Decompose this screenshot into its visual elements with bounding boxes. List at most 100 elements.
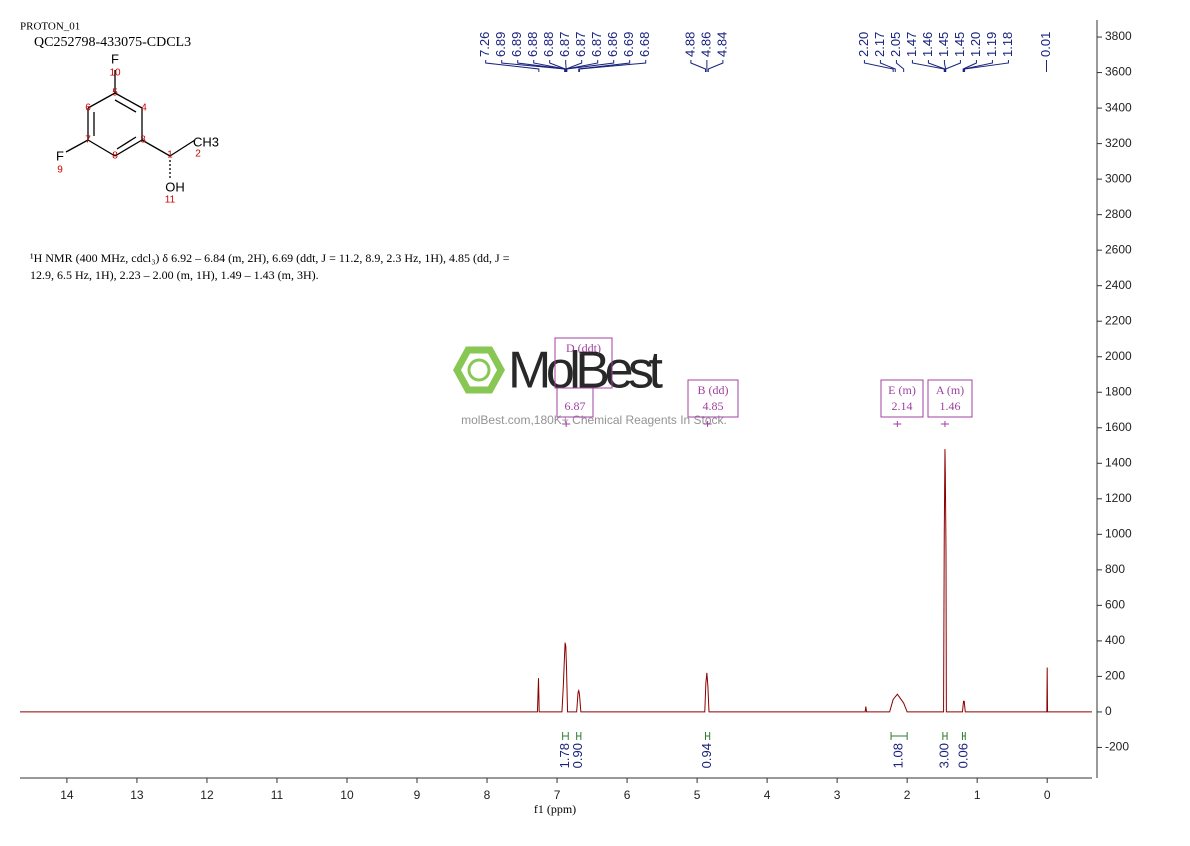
x-tick-label: 13: [130, 788, 144, 802]
peak-label: 1.45: [952, 32, 967, 57]
atom-number: 3: [140, 135, 146, 146]
integral-bracket: [943, 732, 947, 740]
atom-number: 5: [112, 88, 118, 99]
multiplet-text: A (m): [936, 383, 964, 397]
atom: F: [111, 51, 119, 66]
peak-label: 6.87: [557, 32, 572, 57]
y-tick-label: 1200: [1105, 491, 1132, 505]
integral-bracket: [563, 732, 569, 740]
y-tick-label: -200: [1105, 740, 1129, 754]
peak-label: 6.89: [493, 32, 508, 57]
y-tick-label: 2800: [1105, 207, 1132, 221]
x-tick-label: 11: [271, 788, 284, 802]
x-tick-label: 1: [974, 788, 981, 802]
y-tick-label: 1000: [1105, 527, 1132, 541]
x-tick-label: 12: [200, 788, 214, 802]
peak-label: 6.69: [621, 32, 636, 57]
peak-label: 6.89: [509, 32, 524, 57]
y-tick-label: 600: [1105, 598, 1125, 612]
peak-label: 1.46: [920, 32, 935, 57]
peak-label: 6.87: [589, 32, 604, 57]
multiplet-text: E (m): [888, 383, 916, 397]
integral-label: 3.00: [936, 743, 951, 768]
multiplet-marker: [941, 421, 949, 427]
y-tick-label: 200: [1105, 669, 1125, 683]
multiplet-text: B (dd): [698, 383, 729, 397]
integral-bracket: [705, 732, 709, 740]
x-tick-label: 7: [554, 788, 561, 802]
nmr-description: ¹H NMR (400 MHz, cdcl₃) δ 6.92 – 6.84 (m…: [30, 251, 510, 265]
x-tick-label: 4: [764, 788, 771, 802]
structure: [66, 70, 195, 180]
x-axis-label: f1 (ppm): [534, 802, 576, 816]
peak-connector: [963, 60, 976, 72]
y-tick-label: 1800: [1105, 384, 1132, 398]
peak-label: 4.88: [682, 32, 697, 57]
peak-label: 6.86: [605, 32, 620, 57]
y-tick-label: 2200: [1105, 313, 1132, 327]
sample-name: QC252798-433075-CDCL3: [34, 35, 191, 50]
peak-connector: [946, 60, 961, 72]
x-tick-label: 6: [624, 788, 631, 802]
atom: OH: [165, 179, 185, 194]
atom-number: 4: [141, 103, 147, 114]
peak-label: 6.88: [525, 32, 540, 57]
peak-label: 1.19: [984, 32, 999, 57]
integral-label: 0.90: [570, 743, 585, 768]
multiplet-text: D (ddt): [566, 341, 601, 355]
x-tick-label: 14: [60, 788, 74, 802]
peak-label: 1.18: [1000, 32, 1015, 57]
peak-label: 6.68: [637, 32, 652, 57]
multiplet-marker: [893, 421, 901, 427]
atom-number: 10: [109, 68, 121, 79]
peak-label: 2.20: [856, 32, 871, 57]
peak-label: 4.86: [698, 32, 713, 57]
x-tick-label: 10: [340, 788, 354, 802]
atom-number: 9: [57, 165, 63, 176]
atom: F: [56, 148, 64, 163]
peak-label: 0.01: [1038, 32, 1053, 57]
atom-number: 2: [195, 149, 201, 160]
y-tick-label: 2000: [1105, 349, 1132, 363]
integral-label: 1.08: [891, 743, 906, 768]
peak-label: 6.87: [573, 32, 588, 57]
x-tick-label: 9: [414, 788, 421, 802]
atom-number: 1: [167, 150, 173, 161]
x-tick-label: 0: [1044, 788, 1051, 802]
y-tick-label: 3000: [1105, 171, 1132, 185]
x-tick-label: 2: [904, 788, 911, 802]
watermark-tagline: molBest.com,180K+ Chemical Reagents In S…: [461, 413, 727, 427]
peak-label: 4.84: [714, 32, 729, 57]
atom-number: 8: [112, 151, 118, 162]
integral-label: 0.06: [955, 743, 970, 768]
integral-bracket: [962, 732, 965, 740]
atom-number: 7: [85, 135, 91, 146]
y-tick-label: 3800: [1105, 29, 1132, 43]
multiplet-text: 4.85: [703, 399, 724, 413]
integral-bracket: [891, 732, 907, 740]
y-tick-label: 1400: [1105, 455, 1132, 469]
y-tick-label: 1600: [1105, 420, 1132, 434]
integral-bracket: [577, 732, 581, 740]
peak-connector: [896, 60, 903, 72]
y-tick-label: 3400: [1105, 100, 1132, 114]
peak-label: 2.05: [888, 32, 903, 57]
nmr-description: 12.9, 6.5 Hz, 1H), 2.23 – 2.00 (m, 1H), …: [30, 268, 319, 282]
atom-number: 6: [85, 103, 91, 114]
peak-label: 1.20: [968, 32, 983, 57]
y-tick-label: 3600: [1105, 65, 1132, 79]
spectrum: [20, 449, 1092, 712]
x-tick-label: 5: [694, 788, 701, 802]
peak-label: 2.17: [872, 32, 887, 57]
integral-label: 0.94: [699, 743, 714, 768]
multiplet-text: 2.14: [892, 399, 913, 413]
y-tick-label: 2600: [1105, 242, 1132, 256]
multiplet-text: 6.87: [565, 399, 586, 413]
peak-connector: [708, 60, 723, 72]
y-tick-label: 2400: [1105, 278, 1132, 292]
y-tick-label: 3200: [1105, 136, 1132, 150]
atom-number: 11: [165, 195, 176, 206]
atom: CH3: [193, 134, 219, 149]
peak-connector: [965, 60, 1009, 72]
